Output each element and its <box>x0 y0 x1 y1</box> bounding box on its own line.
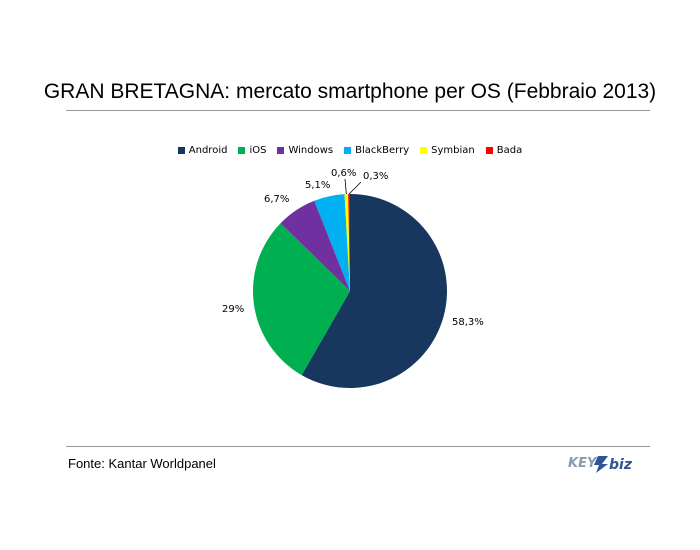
legend-item-windows: Windows <box>277 145 333 156</box>
pie-slice-blackberry <box>314 194 350 291</box>
legend-label: Android <box>188 145 228 156</box>
legend-item-bada: Bada <box>485 145 523 156</box>
data-label-symbian: 0,6% <box>331 168 356 179</box>
bottom-divider <box>66 446 650 447</box>
legend-item-ios: iOS <box>238 145 266 156</box>
data-label-ios: 29% <box>222 304 244 315</box>
svg-text:KEY: KEY <box>568 456 598 471</box>
legend-swatch <box>238 147 246 154</box>
pie-slice-ios <box>252 223 350 376</box>
data-label-bada: 0,3% <box>363 171 388 182</box>
legend-swatch <box>420 147 428 154</box>
legend-item-symbian: Symbian <box>420 145 475 156</box>
pie-slice-windows <box>280 200 350 291</box>
legend-swatch <box>277 147 285 154</box>
chart-title: GRAN BRETAGNA: mercato smartphone per OS… <box>43 80 657 103</box>
pie-slice-symbian <box>344 194 350 291</box>
data-label-windows: 6,7% <box>264 194 289 205</box>
pie-slice-android <box>301 194 447 388</box>
pie-slice-bada <box>348 194 350 291</box>
chart-legend: Android iOS Windows BlackBerry Symbian B… <box>0 145 700 156</box>
legend-swatch <box>177 147 185 154</box>
source-note: Fonte: Kantar Worldpanel <box>68 456 216 471</box>
legend-swatch <box>485 147 493 154</box>
legend-item-blackberry: BlackBerry <box>344 145 409 156</box>
legend-label: Windows <box>288 145 334 156</box>
legend-label: iOS <box>249 145 267 156</box>
leader-line <box>348 181 362 195</box>
data-label-blackberry: 5,1% <box>305 180 330 191</box>
top-divider <box>66 110 650 111</box>
legend-label: Symbian <box>431 145 475 156</box>
svg-text:biz: biz <box>609 457 633 473</box>
legend-item-android: Android <box>177 145 228 156</box>
data-label-android: 58,3% <box>452 317 484 328</box>
leader-line <box>344 178 347 195</box>
legend-swatch <box>344 147 352 154</box>
legend-label: Bada <box>496 145 523 156</box>
legend-label: BlackBerry <box>355 145 410 156</box>
key4biz-logo: KEY biz <box>568 456 633 473</box>
